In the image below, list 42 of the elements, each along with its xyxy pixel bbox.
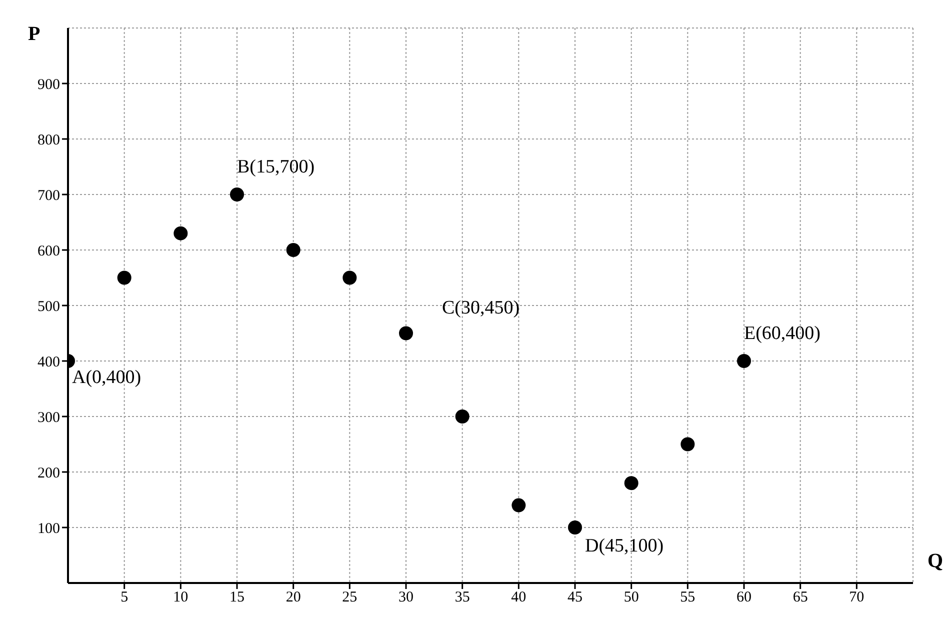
y-tick-label: 700 bbox=[38, 188, 60, 204]
y-tick-label: 800 bbox=[38, 132, 60, 148]
annotation: D(45,100) bbox=[585, 536, 664, 556]
y-axis-title: P bbox=[28, 23, 40, 46]
x-tick-label: 50 bbox=[624, 590, 639, 606]
point bbox=[286, 243, 300, 257]
x-tick-label: 10 bbox=[173, 590, 188, 606]
annotation: A(0,400) bbox=[72, 367, 142, 388]
x-tick-label: 25 bbox=[342, 590, 358, 606]
point bbox=[174, 226, 188, 240]
point bbox=[568, 520, 582, 534]
point bbox=[680, 437, 695, 452]
x-tick-label: 35 bbox=[454, 590, 470, 606]
annotation: B(15,700) bbox=[237, 156, 315, 178]
x-tick-label: 15 bbox=[230, 590, 244, 606]
y-tick-label: 200 bbox=[38, 465, 60, 482]
x-tick-label: 40 bbox=[511, 590, 526, 606]
x-tick-label: 55 bbox=[680, 590, 696, 606]
x-tick-label: 65 bbox=[792, 590, 808, 606]
y-tick-label: 500 bbox=[38, 298, 60, 315]
point bbox=[737, 354, 751, 368]
y-tick-label: 400 bbox=[38, 354, 60, 370]
point bbox=[117, 270, 132, 285]
y-tick-label: 300 bbox=[38, 410, 60, 426]
x-tick-label: 70 bbox=[849, 590, 864, 606]
point bbox=[455, 410, 470, 424]
y-tick-label: 900 bbox=[38, 76, 60, 93]
point bbox=[512, 498, 526, 512]
annotation: C(30,450) bbox=[442, 297, 520, 318]
x-tick-label: 45 bbox=[568, 590, 582, 606]
point bbox=[230, 188, 244, 202]
y-tick-label: 600 bbox=[38, 243, 60, 260]
point bbox=[342, 270, 357, 285]
y-tick-label: 100 bbox=[38, 520, 60, 537]
x-tick-label: 20 bbox=[286, 590, 301, 606]
x-tick-label: 60 bbox=[736, 590, 752, 606]
x-tick-label: 30 bbox=[398, 590, 414, 606]
point bbox=[399, 326, 413, 340]
x-tick-label: 5 bbox=[120, 590, 128, 606]
x-axis-title: Q bbox=[927, 550, 943, 572]
annotation: E(60,400) bbox=[744, 323, 821, 344]
point bbox=[624, 476, 638, 490]
